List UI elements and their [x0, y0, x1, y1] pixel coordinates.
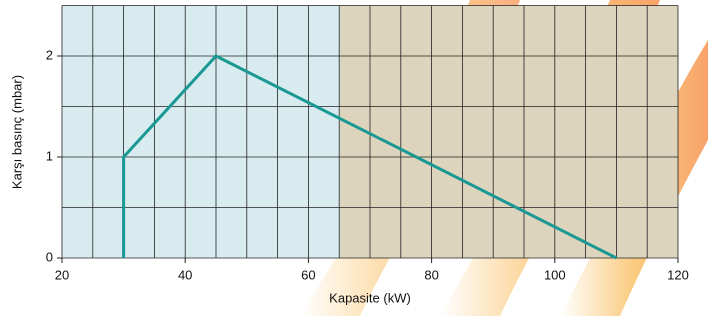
x-tick-label: 20: [55, 267, 69, 282]
x-tick-label: 120: [667, 267, 689, 282]
x-tick-label: 80: [424, 267, 438, 282]
chart: Kapasite (kW) Karşı basınç (mbar) 204060…: [0, 0, 708, 316]
x-tick-label: 100: [544, 267, 566, 282]
y-tick-label: 0: [46, 249, 53, 264]
plot-overlay: [340, 6, 678, 259]
x-axis-label: Kapasite (kW): [329, 290, 411, 305]
y-tick-label: 2: [46, 47, 53, 62]
x-tick-label: 40: [178, 267, 192, 282]
y-axis-label: Karşı basınç (mbar): [9, 75, 24, 189]
x-tick-label: 60: [301, 267, 315, 282]
y-tick-label: 1: [46, 148, 53, 163]
